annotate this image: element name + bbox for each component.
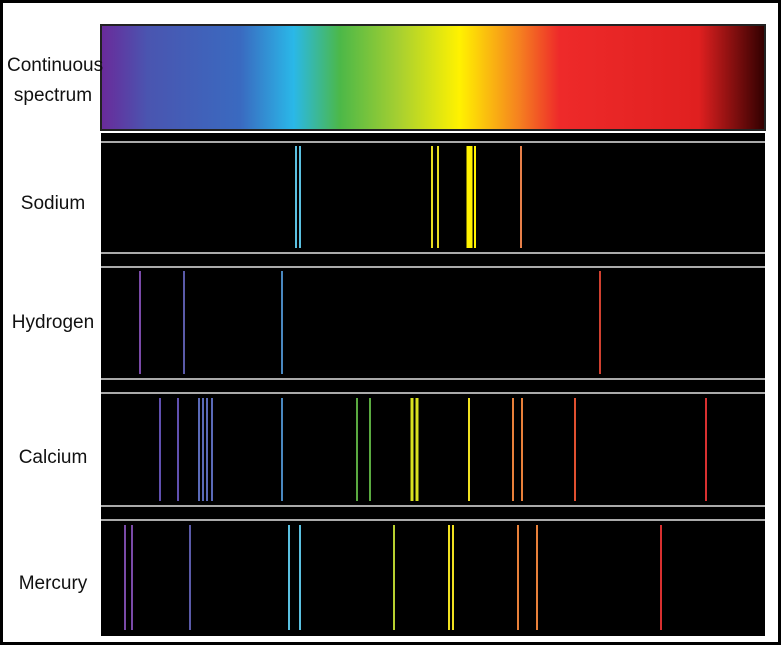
label: Sodium: [20, 193, 86, 214]
label: Calcium: [18, 447, 88, 468]
hydrogen-lines: [139, 271, 601, 374]
calcium-lines: [159, 398, 707, 501]
sodium-lines: [295, 146, 522, 248]
label: Mercury: [18, 573, 88, 594]
continuous-spectrum: [100, 24, 766, 131]
separators: [101, 141, 765, 521]
label: Continuous spectrum: [7, 55, 104, 106]
label: Hydrogen: [11, 312, 95, 333]
spectra: [100, 24, 766, 636]
mercury-lines: [124, 525, 662, 630]
